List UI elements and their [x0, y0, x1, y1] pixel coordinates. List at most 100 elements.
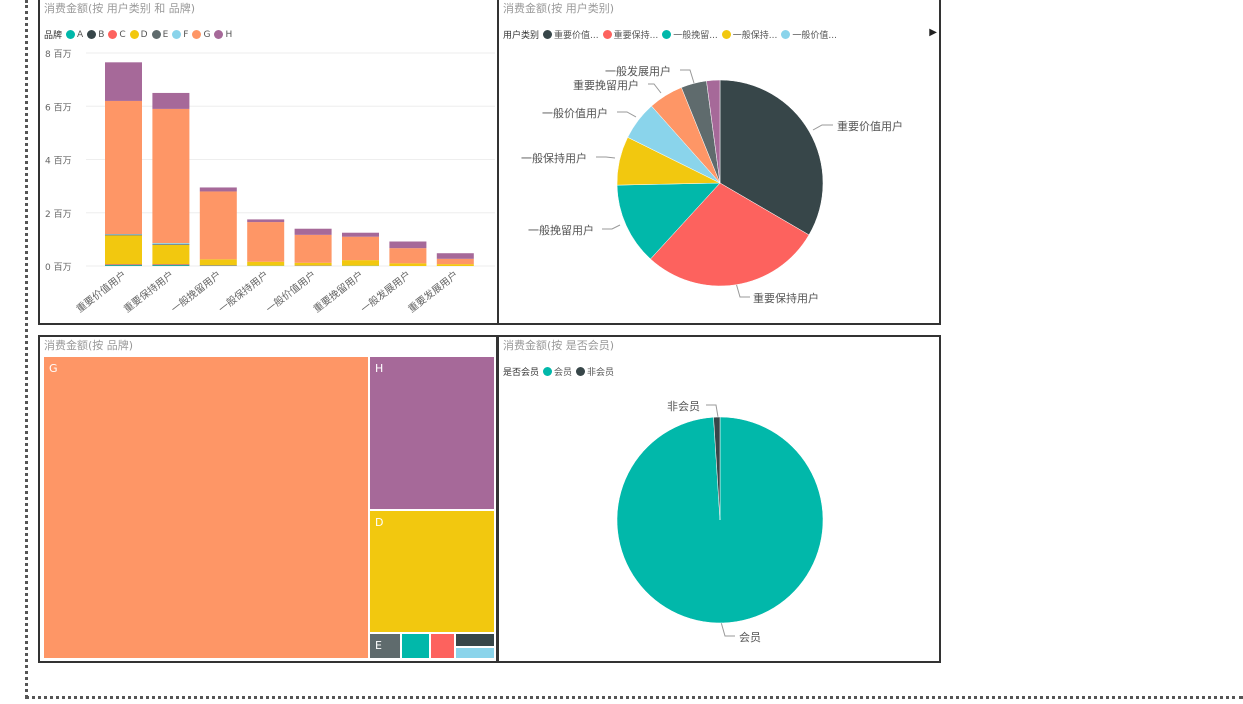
- legend-label: A: [77, 29, 84, 40]
- legend-label: 一般价值...: [792, 31, 837, 41]
- bar-legend: 品牌 A B C D E F G H: [44, 28, 232, 42]
- legend-dot: [543, 367, 553, 376]
- legend-item[interactable]: 重要价值...: [543, 28, 599, 41]
- legend-dot: [602, 30, 612, 39]
- bar-segment-F[interactable]: [152, 243, 190, 245]
- legend-item-E[interactable]: E: [151, 30, 168, 40]
- bar-chart-visual[interactable]: 消费金额(按 用户类别 和 品牌) 品牌 A B C D E F G H 0 百万 2 百万 4 …: [38, 0, 499, 325]
- bar-segment-G[interactable]: [152, 108, 190, 244]
- pie-label: 非会员: [667, 400, 700, 413]
- bar-segment-G[interactable]: [342, 236, 379, 261]
- bar-segment-D[interactable]: [152, 244, 190, 265]
- bar-segment-H[interactable]: [436, 253, 474, 259]
- x-tick-label: 重要挽留用户: [311, 268, 366, 315]
- x-tick-label: 一般价值用户: [263, 268, 318, 315]
- page-border-bottom: [25, 696, 1243, 699]
- treemap-tile-C[interactable]: [430, 633, 455, 659]
- bar-chart-plot: 0 百万2 百万4 百万6 百万8 百万重要价值用户重要保持用户一般挽留用户一般…: [45, 49, 495, 315]
- triangle-right-icon[interactable]: ▶: [929, 27, 937, 38]
- legend-item-F[interactable]: F: [172, 30, 188, 40]
- legend-dot: [129, 30, 139, 39]
- bar-segment-D[interactable]: [436, 264, 474, 266]
- y-tick-label: 2 百万: [45, 209, 72, 220]
- legend-item-H[interactable]: H: [214, 30, 232, 40]
- bar-segment-G[interactable]: [389, 248, 427, 264]
- bar-segment-G[interactable]: [105, 100, 142, 235]
- bar-segment-A[interactable]: [105, 265, 142, 266]
- legend-item-D[interactable]: D: [129, 29, 148, 40]
- bar-segment-C[interactable]: [105, 264, 142, 265]
- bar-segment-A[interactable]: [152, 265, 190, 266]
- pie-label: 一般发展用户: [605, 65, 671, 78]
- bar-segment-D[interactable]: [105, 235, 142, 265]
- bar-segment-H[interactable]: [342, 232, 379, 237]
- x-tick-label: 重要保持用户: [121, 268, 176, 315]
- member-pie-visual[interactable]: 消费金额(按 是否会员) 是否会员 会员 非会员: [497, 335, 941, 663]
- pie-label: 重要价值用户: [837, 120, 903, 133]
- bar-segment-D[interactable]: [389, 263, 427, 266]
- bar-segment-E[interactable]: [152, 244, 190, 245]
- bar-segment-G[interactable]: [294, 234, 332, 263]
- bar-segment-H[interactable]: [199, 187, 237, 192]
- treemap-tile-D[interactable]: D: [369, 510, 495, 633]
- legend-dot: [781, 30, 791, 39]
- bar-segment-C[interactable]: [152, 264, 190, 265]
- legend-title: 用户类别: [503, 31, 540, 41]
- legend-item[interactable]: 重要保持...: [602, 28, 658, 41]
- bar-segment-D[interactable]: [342, 260, 379, 266]
- legend-item[interactable]: 一般保持...: [721, 28, 777, 41]
- bar-segment-H[interactable]: [105, 62, 142, 101]
- treemap-tile-H[interactable]: H: [369, 356, 495, 510]
- legend-label: G: [203, 29, 211, 40]
- bar-segment-B[interactable]: [152, 264, 190, 266]
- legend-item[interactable]: 一般价值...: [781, 28, 837, 41]
- bar-segment-D[interactable]: [247, 261, 285, 266]
- visual-title: 消费金额(按 品牌): [44, 339, 134, 352]
- bar-segment-H[interactable]: [152, 92, 190, 109]
- bar-segment-E[interactable]: [105, 234, 142, 236]
- pie-label: 重要保持用户: [753, 292, 819, 305]
- legend-label: 重要价值...: [554, 31, 599, 41]
- bar-segment-H[interactable]: [294, 228, 332, 235]
- legend-item-C[interactable]: C: [108, 29, 126, 40]
- treemap-tile-E[interactable]: E: [369, 633, 401, 659]
- bar-segment-H[interactable]: [247, 219, 285, 223]
- legend-dot: [192, 30, 202, 39]
- y-tick-label: 4 百万: [45, 156, 72, 167]
- pie-legend: 用户类别 重要价值... 重要保持... 一般挽留... 一般保持... 一般价值...…: [503, 27, 937, 41]
- legend-dot: [151, 30, 161, 39]
- treemap-tile-F[interactable]: [455, 647, 495, 659]
- legend-dot: [543, 30, 553, 39]
- bar-segment-D[interactable]: [199, 259, 237, 266]
- treemap-tile-G[interactable]: G: [43, 356, 369, 659]
- legend-dot: [721, 30, 731, 39]
- legend-label: 会员: [554, 368, 573, 378]
- legend-item-B[interactable]: B: [87, 30, 104, 40]
- legend-dot: [214, 30, 224, 39]
- bar-segment-F[interactable]: [105, 234, 142, 235]
- legend-dot: [662, 30, 672, 39]
- legend-title: 是否会员: [503, 368, 540, 378]
- tile-label: D: [375, 516, 384, 529]
- legend-item-member[interactable]: 会员: [543, 365, 572, 378]
- legend-item-G[interactable]: G: [192, 30, 210, 40]
- bar-segment-G[interactable]: [199, 191, 237, 260]
- legend-item-A[interactable]: A: [66, 30, 83, 40]
- legend-label: D: [140, 29, 148, 40]
- legend-item-nonmember[interactable]: 非会员: [576, 365, 614, 378]
- pie-label: 一般挽留用户: [528, 224, 594, 237]
- legend-label: B: [98, 29, 105, 40]
- bar-segment-B[interactable]: [105, 264, 142, 266]
- bar-segment-G[interactable]: [436, 258, 474, 265]
- bar-segment-D[interactable]: [294, 262, 332, 266]
- tile-label: H: [375, 362, 384, 375]
- y-tick-label: 6 百万: [45, 102, 72, 113]
- treemap-tile-A[interactable]: [401, 633, 430, 659]
- legend-label: C: [119, 29, 126, 40]
- bar-segment-G[interactable]: [247, 222, 285, 262]
- pie-label: 一般保持用户: [521, 152, 587, 165]
- legend-dot: [87, 30, 97, 39]
- legend-item[interactable]: 一般挽留...: [662, 28, 718, 41]
- treemap-tile-B[interactable]: [455, 633, 495, 647]
- bar-segment-H[interactable]: [389, 241, 427, 249]
